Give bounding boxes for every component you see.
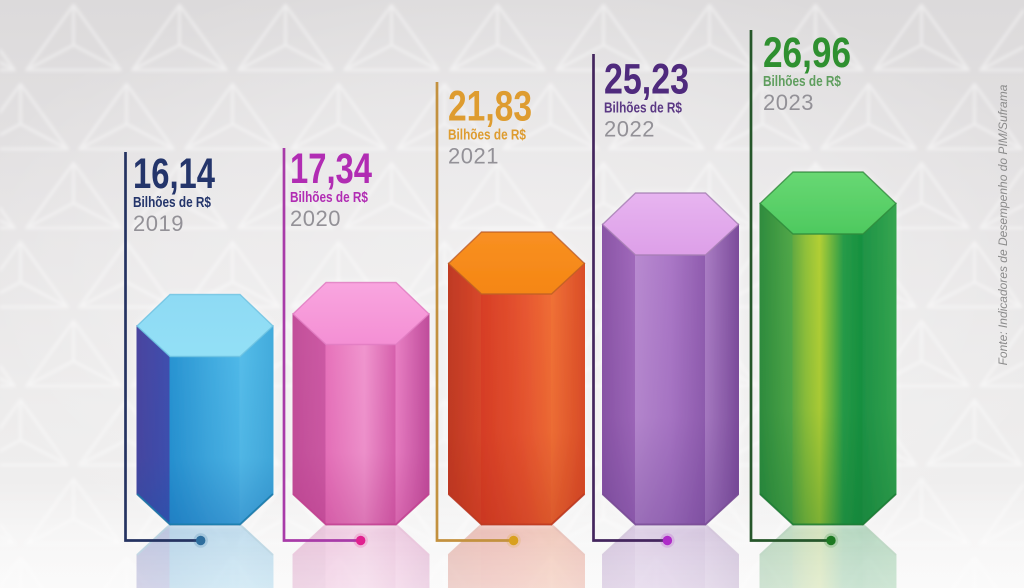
svg-text:2023: 2023 xyxy=(763,90,814,115)
svg-text:Bilhões de R$: Bilhões de R$ xyxy=(133,194,212,211)
svg-text:Fonte: Indicadores de Desempen: Fonte: Indicadores de Desempenho do PIM/… xyxy=(996,84,1010,365)
svg-text:26,96: 26,96 xyxy=(763,29,851,77)
svg-text:Bilhões de R$: Bilhões de R$ xyxy=(448,127,527,144)
svg-text:Bilhões de R$: Bilhões de R$ xyxy=(290,189,369,206)
svg-text:Bilhões de R$: Bilhões de R$ xyxy=(604,100,683,117)
svg-text:2020: 2020 xyxy=(290,206,341,231)
svg-text:21,83: 21,83 xyxy=(448,83,532,131)
svg-text:16,14: 16,14 xyxy=(133,150,215,198)
svg-text:2022: 2022 xyxy=(604,117,655,142)
svg-text:25,23: 25,23 xyxy=(604,56,689,104)
svg-text:Bilhões de R$: Bilhões de R$ xyxy=(763,73,842,90)
svg-text:17,34: 17,34 xyxy=(290,145,372,193)
svg-text:2019: 2019 xyxy=(133,211,184,236)
svg-text:2021: 2021 xyxy=(448,144,499,169)
